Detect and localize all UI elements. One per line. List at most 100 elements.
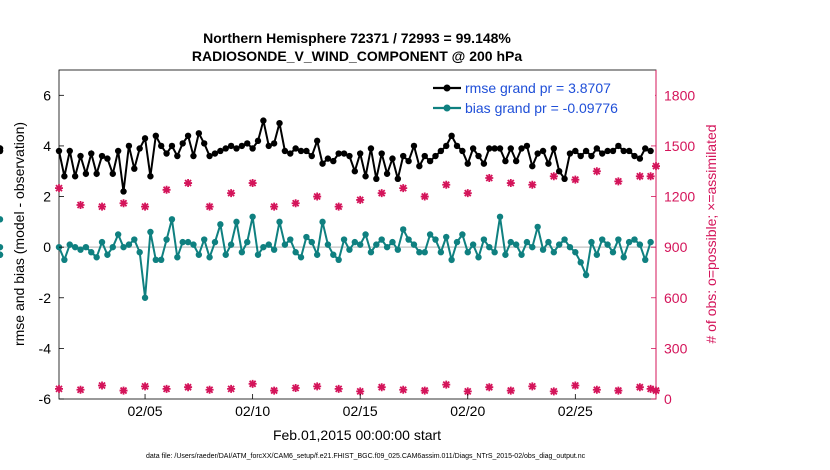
rmse-point	[147, 173, 154, 180]
rmse-point	[588, 152, 595, 160]
bias-point	[249, 213, 256, 220]
obs-count-marker	[55, 384, 63, 393]
rmse-point	[383, 170, 391, 177]
bias-point	[211, 238, 219, 246]
obs-count-marker	[334, 202, 343, 211]
legend-rmse-marker	[443, 84, 451, 92]
rmse-point	[378, 150, 385, 157]
bias-point	[292, 249, 299, 256]
rmse-point	[604, 147, 611, 155]
bias-point	[362, 231, 369, 238]
bias-point	[394, 246, 402, 253]
obs-count-marker	[463, 189, 472, 198]
bias-point	[206, 254, 213, 261]
obs-count-marker	[356, 387, 365, 396]
rmse-point	[82, 170, 90, 177]
y-right-tick-label: 600	[664, 290, 688, 306]
bias-point	[254, 251, 262, 258]
rmse-point	[389, 155, 396, 162]
rmse-point	[572, 147, 579, 155]
bias-point	[373, 241, 380, 248]
bias-point	[303, 233, 310, 241]
rmse-point	[448, 132, 455, 139]
rmse-point	[469, 145, 477, 152]
bias-point	[233, 218, 240, 226]
y-right-tick-label: 1200	[664, 189, 695, 205]
rmse-point	[394, 175, 402, 183]
bias-point	[593, 251, 601, 258]
rmse-point	[577, 152, 584, 160]
rmse-point	[55, 147, 63, 155]
rmse-point	[61, 173, 68, 180]
bias-point	[561, 236, 568, 243]
rmse-point	[227, 142, 235, 150]
obs-count-marker	[571, 175, 580, 184]
rmse-point	[400, 152, 407, 160]
rmse-point	[561, 175, 568, 183]
bias-point	[410, 241, 418, 248]
rmse-point	[356, 150, 364, 157]
y-axis-left-label: rmse and bias (model - observation)	[11, 122, 27, 346]
rmse-point	[550, 145, 558, 152]
rmse-point	[319, 160, 326, 167]
bias-point	[120, 243, 127, 251]
rmse-point	[265, 142, 272, 150]
bias-point	[0, 251, 4, 258]
bias-point	[453, 238, 461, 246]
rmse-point	[163, 150, 170, 157]
bias-point	[647, 238, 654, 246]
bias-point	[378, 236, 385, 243]
rmse-point	[260, 117, 267, 124]
rmse-point	[539, 147, 547, 155]
rmse-point	[109, 170, 116, 177]
bias-point	[486, 243, 493, 251]
bias-point	[588, 238, 595, 246]
y-axis-right-ticks: 0 300 600 900 1200 1500 1800	[651, 70, 695, 407]
bias-point	[566, 243, 574, 251]
bias-point	[534, 223, 541, 231]
rmse-point	[340, 150, 348, 157]
obs-count-marker	[270, 386, 279, 395]
rmse-point	[620, 147, 627, 155]
rmse-point	[324, 155, 332, 162]
obs-count-marker	[646, 384, 655, 393]
rmse-point	[426, 157, 434, 165]
bias-point	[550, 249, 558, 256]
legend-rmse-label: rmse grand pr = 3.8707	[465, 80, 611, 96]
bias-point	[88, 249, 95, 256]
bias-point	[351, 238, 359, 246]
rmse-point	[486, 145, 493, 152]
bias-point	[609, 249, 617, 256]
obs-count-marker	[506, 386, 515, 395]
rmse-point	[168, 142, 176, 150]
rmse-point	[475, 152, 482, 160]
bias-point	[448, 256, 455, 264]
bias-point	[416, 249, 423, 256]
obs-count-marker	[248, 379, 257, 388]
rmse-point	[529, 162, 536, 170]
bias-point	[405, 236, 412, 243]
rmse-point	[152, 132, 160, 139]
rmse-point	[206, 152, 213, 160]
y-right-tick-label: 1800	[664, 87, 695, 103]
rmse-point	[222, 145, 229, 152]
bias-point	[324, 241, 332, 248]
bias-point	[555, 241, 563, 248]
rmse-point	[647, 147, 654, 155]
bias-point	[260, 243, 267, 251]
bias-point	[227, 241, 235, 248]
obs-count-marker	[399, 184, 408, 193]
rmse-point	[437, 147, 445, 155]
bias-point	[0, 243, 4, 251]
bias-point	[356, 241, 364, 248]
obs-count-marker	[98, 202, 107, 211]
obs-count-marker	[76, 200, 85, 209]
bias-point	[265, 241, 272, 248]
bias-point	[491, 249, 498, 256]
rmse-point	[157, 142, 165, 150]
obs-count-marker	[442, 180, 451, 189]
rmse-point	[507, 145, 514, 152]
y-right-tick-label: 300	[664, 340, 688, 356]
rmse-point	[114, 147, 122, 155]
y-axis-left-ticks: -6 -4 -2 0 2 4 6	[39, 87, 64, 407]
